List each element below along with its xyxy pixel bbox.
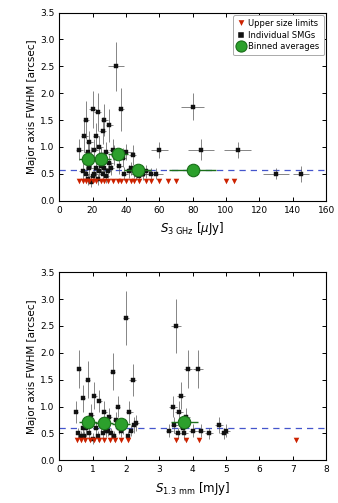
Point [98, 177, 103, 185]
Point [173, 177, 179, 185]
Point [223, 177, 229, 185]
Point [173, 436, 179, 444]
Point [74, 436, 79, 444]
Point [125, 436, 130, 444]
Point [165, 177, 170, 185]
Point [107, 436, 113, 444]
Point [148, 177, 154, 185]
Point [118, 177, 124, 185]
Point [293, 436, 299, 444]
Point [90, 177, 95, 185]
Point [137, 177, 142, 185]
Point [78, 436, 83, 444]
Point [105, 177, 110, 185]
Point [101, 177, 107, 185]
Point [118, 436, 124, 444]
Legend: Upper size limits, Individual SMGs, Binned averages: Upper size limits, Individual SMGs, Binn… [233, 15, 324, 55]
Point [92, 436, 97, 444]
Point [110, 177, 115, 185]
Point [97, 436, 102, 444]
Point [80, 177, 85, 185]
Y-axis label: Major axis FWHM [arcsec]: Major axis FWHM [arcsec] [27, 299, 37, 434]
Point [93, 177, 99, 185]
Point [123, 177, 128, 185]
Point [83, 177, 89, 185]
Point [76, 177, 82, 185]
Point [115, 177, 120, 185]
Point [87, 436, 93, 444]
Point [128, 177, 134, 185]
Y-axis label: Major axis FWHM [arcsec]: Major axis FWHM [arcsec] [27, 39, 37, 174]
Point [197, 436, 202, 444]
Point [156, 177, 162, 185]
Point [82, 436, 88, 444]
Point [87, 177, 92, 185]
Point [143, 177, 149, 185]
Point [183, 436, 189, 444]
Point [101, 436, 107, 444]
Point [113, 436, 118, 444]
X-axis label: $S_{1.3\ \mathrm{mm}}\ [\mathrm{mJy}]$: $S_{1.3\ \mathrm{mm}}\ [\mathrm{mJy}]$ [155, 480, 231, 496]
X-axis label: $S_{3\ \mathrm{GHz}}\ [\mu\mathrm{Jy}]$: $S_{3\ \mathrm{GHz}}\ [\mu\mathrm{Jy}]$ [161, 220, 225, 237]
Point [232, 177, 237, 185]
Point [131, 177, 137, 185]
